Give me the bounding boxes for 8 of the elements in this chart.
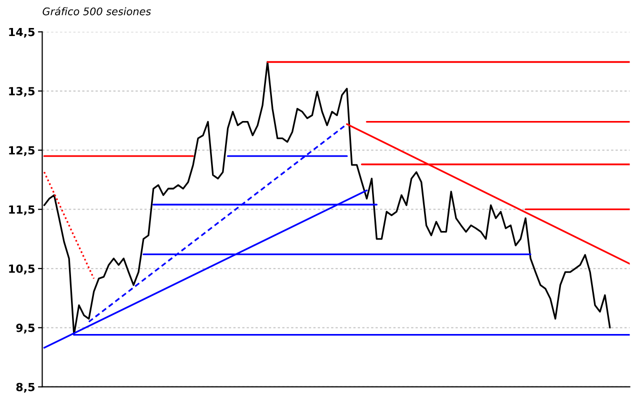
chart-title: Gráfico 500 sesiones [42, 6, 151, 16]
y-tick-label: 12,5 [9, 146, 35, 156]
y-tick-label: 11,5 [9, 205, 35, 216]
y-tick-label: 13,5 [9, 86, 35, 97]
y-tick-label: 14,5 [9, 28, 35, 38]
y-tick-label: 8,5 [16, 382, 35, 393]
y-tick-label: 10,5 [9, 264, 35, 274]
y-tick-label: 9,5 [16, 324, 35, 334]
